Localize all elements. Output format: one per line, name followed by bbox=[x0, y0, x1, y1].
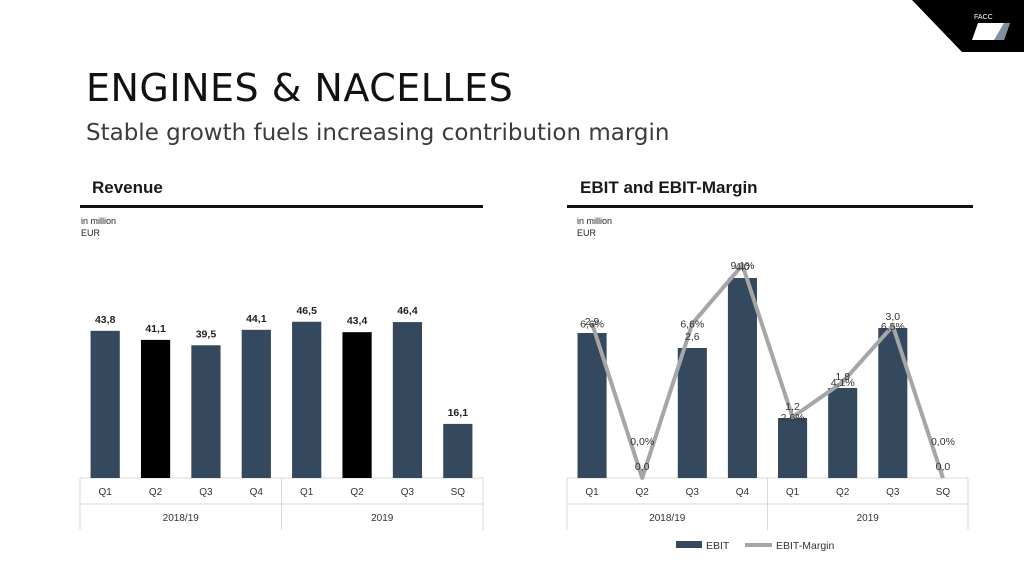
revenue-data-label: 16,1 bbox=[448, 407, 469, 419]
revenue-bar bbox=[292, 321, 322, 478]
x-tick-label: SQ bbox=[451, 487, 466, 498]
revenue-data-label: 41,1 bbox=[145, 323, 166, 335]
revenue-rule bbox=[80, 205, 483, 208]
revenue-data-label: 44,1 bbox=[246, 313, 267, 325]
facc-logo: FACC bbox=[912, 0, 1024, 52]
revenue-unit-line1: in million bbox=[81, 216, 117, 226]
logo-text: FACC bbox=[974, 14, 993, 21]
revenue-data-label: 43,4 bbox=[347, 315, 368, 327]
revenue-data-label: 46,5 bbox=[296, 305, 317, 317]
ebit-unit-line1: in million bbox=[577, 216, 613, 226]
x-tick-label: Q1 bbox=[99, 487, 113, 498]
revenue-unit-line2: EUR bbox=[81, 228, 101, 238]
x-tick-label: Q3 bbox=[199, 487, 213, 498]
revenue-unit: in million EUR bbox=[81, 215, 116, 239]
revenue-bar bbox=[90, 330, 120, 478]
x-tick-label: Q2 bbox=[149, 487, 163, 498]
revenue-bar bbox=[140, 339, 171, 478]
revenue-bar bbox=[191, 345, 221, 478]
ebit-unit: in million EUR bbox=[577, 215, 612, 239]
revenue-bar bbox=[342, 332, 372, 478]
revenue-bar bbox=[392, 322, 423, 478]
x-tick-label: Q1 bbox=[300, 487, 314, 498]
ebit-rule bbox=[567, 205, 973, 208]
page-title: ENGINES & NACELLES bbox=[86, 66, 514, 110]
revenue-data-label: 39,5 bbox=[196, 328, 217, 340]
x-tick-label: Q2 bbox=[350, 487, 364, 498]
ebit-heading: EBIT and EBIT-Margin bbox=[580, 178, 758, 197]
ebit-unit-line2: EUR bbox=[577, 228, 597, 238]
x-group-label: 2019 bbox=[371, 513, 394, 524]
revenue-bar bbox=[443, 423, 473, 478]
x-tick-label: Q3 bbox=[401, 487, 415, 498]
logo-mark-accent bbox=[994, 23, 1010, 40]
page-subtitle: Stable growth fuels increasing contribut… bbox=[86, 120, 670, 146]
revenue-data-label: 43,8 bbox=[95, 314, 116, 326]
x-group-label: 2018/19 bbox=[163, 513, 200, 524]
revenue-bar bbox=[241, 329, 271, 478]
revenue-data-label: 46,4 bbox=[397, 305, 418, 317]
revenue-heading: Revenue bbox=[92, 178, 163, 197]
x-tick-label: Q4 bbox=[250, 487, 264, 498]
